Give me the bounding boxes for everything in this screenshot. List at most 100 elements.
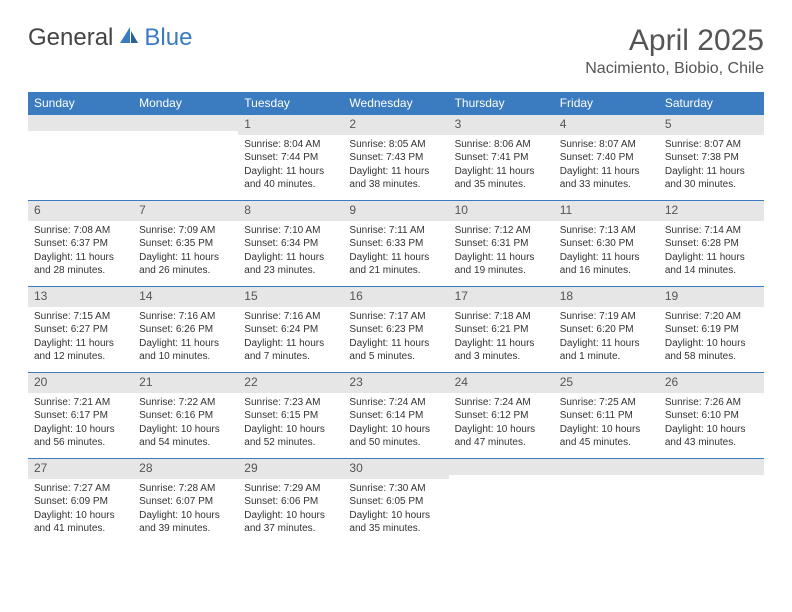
- day-header: Saturday: [659, 92, 764, 114]
- day-details: Sunrise: 7:26 AMSunset: 6:10 PMDaylight:…: [659, 393, 764, 453]
- logo-text-2: Blue: [144, 24, 192, 52]
- empty-day-bar: [659, 458, 764, 475]
- week-row: 20Sunrise: 7:21 AMSunset: 6:17 PMDayligh…: [28, 372, 764, 458]
- location: Nacimiento, Biobio, Chile: [585, 60, 764, 78]
- day-number: 29: [238, 458, 343, 479]
- day-cell: [554, 458, 659, 544]
- day-details: Sunrise: 7:18 AMSunset: 6:21 PMDaylight:…: [449, 307, 554, 367]
- day-cell: 7Sunrise: 7:09 AMSunset: 6:35 PMDaylight…: [133, 200, 238, 286]
- empty-day-bar: [28, 114, 133, 131]
- day-details: Sunrise: 8:06 AMSunset: 7:41 PMDaylight:…: [449, 135, 554, 195]
- day-header: Thursday: [449, 92, 554, 114]
- day-details: Sunrise: 7:16 AMSunset: 6:24 PMDaylight:…: [238, 307, 343, 367]
- empty-day-bar: [554, 458, 659, 475]
- day-number: 5: [659, 114, 764, 135]
- day-number: 27: [28, 458, 133, 479]
- month-title: April 2025: [585, 24, 764, 58]
- day-cell: 19Sunrise: 7:20 AMSunset: 6:19 PMDayligh…: [659, 286, 764, 372]
- day-cell: 27Sunrise: 7:27 AMSunset: 6:09 PMDayligh…: [28, 458, 133, 544]
- day-number: 16: [343, 286, 448, 307]
- page: General Blue April 2025 Nacimiento, Biob…: [0, 0, 792, 568]
- day-cell: 6Sunrise: 7:08 AMSunset: 6:37 PMDaylight…: [28, 200, 133, 286]
- day-cell: 17Sunrise: 7:18 AMSunset: 6:21 PMDayligh…: [449, 286, 554, 372]
- logo: General Blue: [28, 24, 192, 52]
- day-details: Sunrise: 7:22 AMSunset: 6:16 PMDaylight:…: [133, 393, 238, 453]
- day-details: Sunrise: 7:08 AMSunset: 6:37 PMDaylight:…: [28, 221, 133, 281]
- day-details: Sunrise: 7:24 AMSunset: 6:14 PMDaylight:…: [343, 393, 448, 453]
- day-cell: 10Sunrise: 7:12 AMSunset: 6:31 PMDayligh…: [449, 200, 554, 286]
- day-details: Sunrise: 7:19 AMSunset: 6:20 PMDaylight:…: [554, 307, 659, 367]
- header: General Blue April 2025 Nacimiento, Biob…: [28, 24, 764, 78]
- day-number: 9: [343, 200, 448, 221]
- day-number: 28: [133, 458, 238, 479]
- day-number: 14: [133, 286, 238, 307]
- day-details: Sunrise: 7:28 AMSunset: 6:07 PMDaylight:…: [133, 479, 238, 539]
- day-header: Sunday: [28, 92, 133, 114]
- day-cell: 16Sunrise: 7:17 AMSunset: 6:23 PMDayligh…: [343, 286, 448, 372]
- day-cell: 23Sunrise: 7:24 AMSunset: 6:14 PMDayligh…: [343, 372, 448, 458]
- logo-text-1: General: [28, 24, 113, 52]
- day-cell: 30Sunrise: 7:30 AMSunset: 6:05 PMDayligh…: [343, 458, 448, 544]
- day-details: Sunrise: 7:20 AMSunset: 6:19 PMDaylight:…: [659, 307, 764, 367]
- day-cell: 21Sunrise: 7:22 AMSunset: 6:16 PMDayligh…: [133, 372, 238, 458]
- day-number: 10: [449, 200, 554, 221]
- day-number: 22: [238, 372, 343, 393]
- logo-sail-icon: [115, 24, 142, 52]
- day-cell: 14Sunrise: 7:16 AMSunset: 6:26 PMDayligh…: [133, 286, 238, 372]
- day-details: Sunrise: 7:14 AMSunset: 6:28 PMDaylight:…: [659, 221, 764, 281]
- day-details: Sunrise: 7:21 AMSunset: 6:17 PMDaylight:…: [28, 393, 133, 453]
- day-number: 17: [449, 286, 554, 307]
- day-cell: 28Sunrise: 7:28 AMSunset: 6:07 PMDayligh…: [133, 458, 238, 544]
- day-number: 24: [449, 372, 554, 393]
- day-number: 30: [343, 458, 448, 479]
- day-header: Wednesday: [343, 92, 448, 114]
- day-cell: [659, 458, 764, 544]
- day-number: 3: [449, 114, 554, 135]
- title-block: April 2025 Nacimiento, Biobio, Chile: [585, 24, 764, 78]
- calendar-table: SundayMondayTuesdayWednesdayThursdayFrid…: [28, 92, 764, 544]
- day-details: Sunrise: 7:27 AMSunset: 6:09 PMDaylight:…: [28, 479, 133, 539]
- day-details: Sunrise: 8:07 AMSunset: 7:40 PMDaylight:…: [554, 135, 659, 195]
- day-details: Sunrise: 7:12 AMSunset: 6:31 PMDaylight:…: [449, 221, 554, 281]
- day-cell: 29Sunrise: 7:29 AMSunset: 6:06 PMDayligh…: [238, 458, 343, 544]
- day-details: Sunrise: 8:04 AMSunset: 7:44 PMDaylight:…: [238, 135, 343, 195]
- day-number: 4: [554, 114, 659, 135]
- day-details: Sunrise: 7:16 AMSunset: 6:26 PMDaylight:…: [133, 307, 238, 367]
- day-cell: 12Sunrise: 7:14 AMSunset: 6:28 PMDayligh…: [659, 200, 764, 286]
- day-header: Tuesday: [238, 92, 343, 114]
- day-details: Sunrise: 7:17 AMSunset: 6:23 PMDaylight:…: [343, 307, 448, 367]
- day-number: 1: [238, 114, 343, 135]
- day-cell: 8Sunrise: 7:10 AMSunset: 6:34 PMDaylight…: [238, 200, 343, 286]
- day-cell: 26Sunrise: 7:26 AMSunset: 6:10 PMDayligh…: [659, 372, 764, 458]
- day-header: Monday: [133, 92, 238, 114]
- day-details: Sunrise: 7:15 AMSunset: 6:27 PMDaylight:…: [28, 307, 133, 367]
- day-cell: 22Sunrise: 7:23 AMSunset: 6:15 PMDayligh…: [238, 372, 343, 458]
- day-details: Sunrise: 7:23 AMSunset: 6:15 PMDaylight:…: [238, 393, 343, 453]
- day-number: 2: [343, 114, 448, 135]
- day-number: 23: [343, 372, 448, 393]
- day-number: 12: [659, 200, 764, 221]
- day-cell: 11Sunrise: 7:13 AMSunset: 6:30 PMDayligh…: [554, 200, 659, 286]
- day-details: Sunrise: 7:29 AMSunset: 6:06 PMDaylight:…: [238, 479, 343, 539]
- day-details: Sunrise: 7:09 AMSunset: 6:35 PMDaylight:…: [133, 221, 238, 281]
- day-cell: 15Sunrise: 7:16 AMSunset: 6:24 PMDayligh…: [238, 286, 343, 372]
- day-details: Sunrise: 7:13 AMSunset: 6:30 PMDaylight:…: [554, 221, 659, 281]
- day-cell: 20Sunrise: 7:21 AMSunset: 6:17 PMDayligh…: [28, 372, 133, 458]
- day-cell: 1Sunrise: 8:04 AMSunset: 7:44 PMDaylight…: [238, 114, 343, 200]
- week-row: 13Sunrise: 7:15 AMSunset: 6:27 PMDayligh…: [28, 286, 764, 372]
- week-row: 1Sunrise: 8:04 AMSunset: 7:44 PMDaylight…: [28, 114, 764, 200]
- day-number: 8: [238, 200, 343, 221]
- day-cell: 9Sunrise: 7:11 AMSunset: 6:33 PMDaylight…: [343, 200, 448, 286]
- day-number: 13: [28, 286, 133, 307]
- day-details: Sunrise: 8:07 AMSunset: 7:38 PMDaylight:…: [659, 135, 764, 195]
- empty-day-bar: [449, 458, 554, 475]
- day-number: 26: [659, 372, 764, 393]
- day-number: 7: [133, 200, 238, 221]
- day-cell: 13Sunrise: 7:15 AMSunset: 6:27 PMDayligh…: [28, 286, 133, 372]
- day-cell: 4Sunrise: 8:07 AMSunset: 7:40 PMDaylight…: [554, 114, 659, 200]
- day-cell: [28, 114, 133, 200]
- day-details: Sunrise: 8:05 AMSunset: 7:43 PMDaylight:…: [343, 135, 448, 195]
- day-number: 15: [238, 286, 343, 307]
- day-cell: 25Sunrise: 7:25 AMSunset: 6:11 PMDayligh…: [554, 372, 659, 458]
- day-cell: 24Sunrise: 7:24 AMSunset: 6:12 PMDayligh…: [449, 372, 554, 458]
